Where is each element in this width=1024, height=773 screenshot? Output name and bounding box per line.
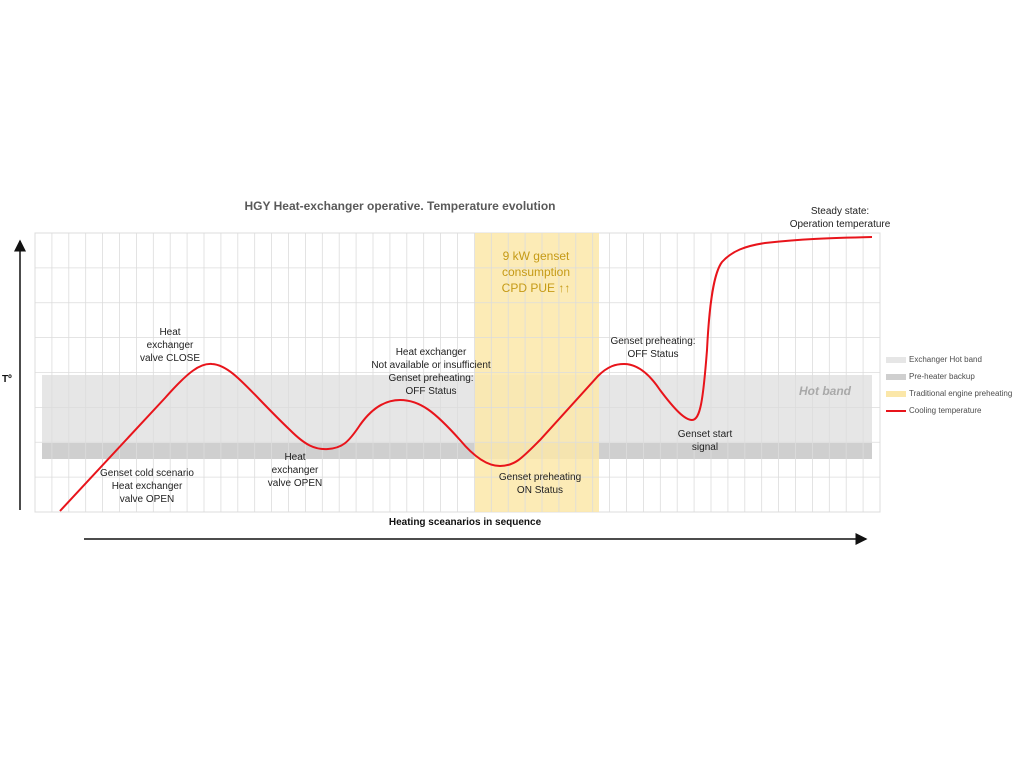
legend-item-cooling-temperature: Cooling temperature [886,402,1012,419]
annotation-line: ON Status [516,485,564,496]
legend-label: Traditional engine preheating [909,389,1013,398]
annotation-line: Heat exchanger [395,347,467,358]
genset-note-line: consumption [501,265,571,279]
hot-band-label: Hot band [799,384,851,398]
annotation-line: valve OPEN [119,494,175,505]
annotation-line: Genset preheating: [388,373,474,384]
annotation-start-signal: Genset start signal [667,428,743,454]
annotation-valve-open: Heat exchanger valve OPEN [255,451,335,490]
annotation-line: Heat [284,452,306,463]
legend-item-preheater-backup: Pre-heater backup [886,368,1012,385]
annotation-line: Genset preheating: [610,336,696,347]
legend: Exchanger Hot band Pre-heater backup Tra… [886,351,1012,419]
legend-label: Pre-heater backup [909,372,975,381]
legend-swatch [886,356,906,363]
annotation-line: valve OPEN [267,478,323,489]
annotation-line: Heat [159,327,181,338]
legend-label: Cooling temperature [909,406,982,415]
annotation-line: signal [691,442,719,453]
legend-item-engine-preheating: Traditional engine preheating [886,385,1012,402]
annotation-line: Steady state: [810,206,870,217]
annotation-steady-state: Steady state: Operation temperature [778,205,902,231]
annotation-line: Genset cold scenario [100,468,194,479]
annotation-line: Genset preheating [498,472,582,483]
annotation-line: exchanger [271,465,319,476]
preheater-backup-band [42,443,872,459]
hot-band [42,375,872,443]
genset-note-line: CPD PUE ↑↑ [501,281,571,295]
legend-line-swatch [886,409,906,412]
legend-label: Exchanger Hot band [909,355,982,364]
annotation-line: Heat exchanger [111,481,183,492]
x-axis-label: Heating sceanarios in sequence [388,517,542,528]
diagram-title: HGY Heat-exchanger operative. Temperatur… [244,199,556,213]
annotation-line: OFF Status [405,386,457,397]
cooling-temperature-curve [59,236,873,512]
y-axis-label: Tº [2,374,12,385]
genset-consumption-note: 9 kW genset consumption CPD PUE ↑↑ [475,248,597,296]
legend-swatch [886,373,906,380]
legend-swatch [886,390,906,397]
annotation-line: exchanger [146,340,194,351]
annotation-valve-close: Heat exchanger valve CLOSE [130,326,210,365]
annotation-line: Genset start [677,429,733,440]
annotation-line: valve CLOSE [139,353,201,364]
annotation-line: Not available or insufficient [371,360,491,371]
annotation-not-available: Heat exchanger Not available or insuffic… [365,346,497,398]
annotation-line: OFF Status [627,349,679,360]
annotation-preheat-on: Genset preheating ON Status [490,471,590,497]
genset-note-line: 9 kW genset [502,249,570,263]
annotation-preheat-off: Genset preheating: OFF Status [603,335,703,361]
annotation-cold-start: Genset cold scenario Heat exchanger valv… [92,467,202,506]
legend-item-hot-band: Exchanger Hot band [886,351,1012,368]
annotation-line: Operation temperature [789,219,891,230]
